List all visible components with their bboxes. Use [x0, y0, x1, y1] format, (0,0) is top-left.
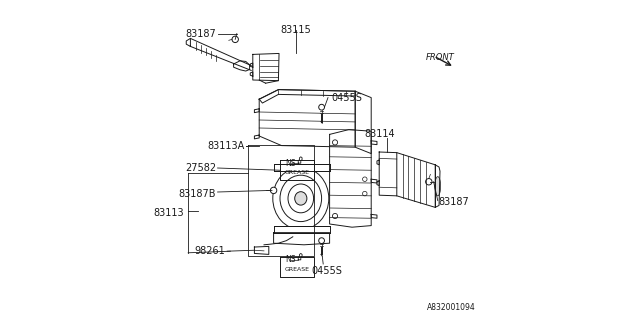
Circle shape [362, 191, 367, 196]
Circle shape [232, 36, 238, 43]
Text: NS: NS [285, 255, 296, 264]
Text: 83114: 83114 [364, 129, 394, 139]
Circle shape [319, 238, 324, 244]
Text: NS: NS [285, 159, 296, 168]
Ellipse shape [435, 177, 440, 196]
Text: 83187: 83187 [185, 28, 216, 39]
Ellipse shape [280, 175, 322, 222]
Ellipse shape [295, 192, 307, 205]
Circle shape [333, 213, 338, 219]
Circle shape [319, 104, 324, 110]
Ellipse shape [288, 184, 314, 213]
Text: A832001094: A832001094 [426, 303, 475, 312]
Text: 83115: 83115 [280, 25, 312, 36]
Text: 98261: 98261 [195, 246, 226, 256]
Text: GREASE: GREASE [284, 170, 309, 175]
Text: 0455S: 0455S [332, 92, 362, 103]
Text: 83113A: 83113A [207, 140, 245, 151]
Circle shape [333, 140, 338, 145]
Text: 83113: 83113 [154, 208, 184, 218]
Polygon shape [274, 226, 330, 233]
Text: 83187: 83187 [438, 196, 469, 207]
Polygon shape [274, 164, 330, 171]
Circle shape [426, 179, 432, 185]
Text: FRONT: FRONT [426, 53, 454, 62]
Text: 83187B: 83187B [179, 188, 216, 199]
Circle shape [271, 187, 277, 194]
Ellipse shape [273, 167, 329, 230]
Circle shape [362, 177, 367, 181]
Text: 0455S: 0455S [311, 266, 342, 276]
Text: 27582: 27582 [185, 163, 216, 173]
Text: GREASE: GREASE [284, 267, 309, 272]
